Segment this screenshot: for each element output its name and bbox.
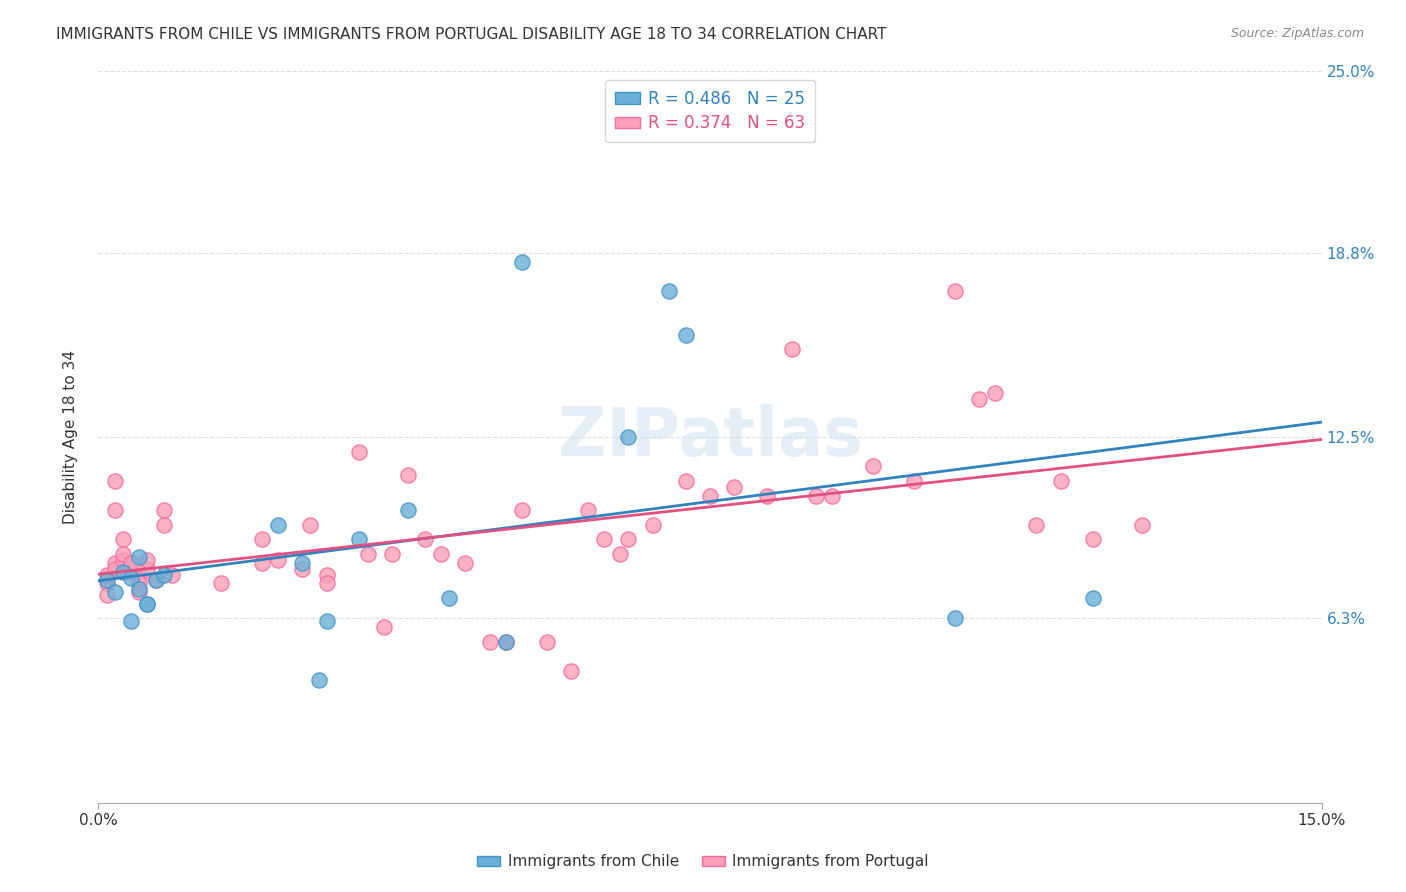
Immigrants from Portugal [111,547,134,561]
Immigrants from Portugal [111,533,134,547]
Immigrants from Portugal [104,503,127,517]
Immigrants from Portugal [512,503,534,517]
Immigrants from Portugal [160,567,183,582]
Immigrants from Portugal [1049,474,1071,488]
Immigrants from Portugal [396,468,419,483]
Immigrants from Portugal [675,474,697,488]
Immigrants from Chile [308,673,330,687]
Immigrants from Portugal [128,585,150,599]
Text: ZIPatlas: ZIPatlas [558,404,862,470]
Immigrants from Portugal [454,556,477,570]
Immigrants from Chile [136,597,159,611]
Immigrants from Portugal [609,547,631,561]
Immigrants from Portugal [536,635,558,649]
Immigrants from Chile [349,533,371,547]
Immigrants from Portugal [136,553,159,567]
Immigrants from Chile [96,574,118,588]
Immigrants from Portugal [152,517,174,532]
Immigrants from Portugal [128,576,150,591]
Immigrants from Portugal [315,567,337,582]
Immigrants from Chile [128,582,150,597]
Immigrants from Portugal [560,664,582,678]
Immigrants from Portugal [478,635,501,649]
Immigrants from Chile [104,585,127,599]
Immigrants from Portugal [120,565,142,579]
Immigrants from Portugal [96,576,118,591]
Immigrants from Portugal [756,489,779,503]
Immigrants from Portugal [984,386,1007,401]
Immigrants from Portugal [804,489,827,503]
Immigrants from Portugal [356,547,378,561]
Immigrants from Portugal [576,503,599,517]
Immigrants from Portugal [381,547,404,561]
Immigrants from Chile [675,327,697,342]
Immigrants from Portugal [104,562,127,576]
Text: Source: ZipAtlas.com: Source: ZipAtlas.com [1230,27,1364,40]
Immigrants from Portugal [495,635,517,649]
Immigrants from Portugal [413,533,436,547]
Immigrants from Portugal [723,480,745,494]
Immigrants from Portugal [267,553,290,567]
Immigrants from Portugal [373,620,395,634]
Immigrants from Portugal [250,533,273,547]
Legend: Immigrants from Chile, Immigrants from Portugal: Immigrants from Chile, Immigrants from P… [471,848,935,875]
Immigrants from Chile [128,549,150,564]
Immigrants from Portugal [145,574,167,588]
Immigrants from Portugal [862,459,884,474]
Immigrants from Portugal [349,444,371,458]
Immigrants from Chile [120,615,142,629]
Immigrants from Chile [495,635,517,649]
Immigrants from Chile [111,565,134,579]
Immigrants from Portugal [1130,517,1153,532]
Immigrants from Chile [291,556,314,570]
Immigrants from Portugal [104,474,127,488]
Immigrants from Chile [136,597,159,611]
Y-axis label: Disability Age 18 to 34: Disability Age 18 to 34 [63,350,77,524]
Immigrants from Portugal [299,517,322,532]
Immigrants from Portugal [943,284,966,298]
Immigrants from Portugal [903,474,925,488]
Immigrants from Portugal [136,562,159,576]
Immigrants from Portugal [250,556,273,570]
Immigrants from Chile [396,503,419,517]
Immigrants from Portugal [699,489,721,503]
Immigrants from Portugal [780,343,803,357]
Immigrants from Portugal [967,392,990,406]
Immigrants from Chile [315,615,337,629]
Immigrants from Chile [943,611,966,625]
Immigrants from Portugal [315,576,337,591]
Immigrants from Chile [437,591,460,605]
Immigrants from Chile [120,570,142,584]
Immigrants from Chile [658,284,681,298]
Immigrants from Portugal [641,517,664,532]
Immigrants from Portugal [152,503,174,517]
Immigrants from Portugal [1025,517,1047,532]
Immigrants from Portugal [120,556,142,570]
Immigrants from Portugal [430,547,453,561]
Immigrants from Chile [617,430,640,444]
Immigrants from Portugal [111,553,134,567]
Immigrants from Portugal [209,576,232,591]
Immigrants from Chile [267,517,290,532]
Text: IMMIGRANTS FROM CHILE VS IMMIGRANTS FROM PORTUGAL DISABILITY AGE 18 TO 34 CORREL: IMMIGRANTS FROM CHILE VS IMMIGRANTS FROM… [56,27,887,42]
Immigrants from Chile [145,574,167,588]
Immigrants from Portugal [96,588,118,602]
Immigrants from Portugal [291,562,314,576]
Immigrants from Chile [512,254,534,268]
Immigrants from Portugal [128,570,150,584]
Legend: R = 0.486   N = 25, R = 0.374   N = 63: R = 0.486 N = 25, R = 0.374 N = 63 [605,79,815,143]
Immigrants from Portugal [96,567,118,582]
Immigrants from Portugal [1083,533,1105,547]
Immigrants from Portugal [821,489,844,503]
Immigrants from Chile [1083,591,1105,605]
Immigrants from Portugal [104,556,127,570]
Immigrants from Portugal [593,533,616,547]
Immigrants from Portugal [617,533,640,547]
Immigrants from Chile [152,567,174,582]
